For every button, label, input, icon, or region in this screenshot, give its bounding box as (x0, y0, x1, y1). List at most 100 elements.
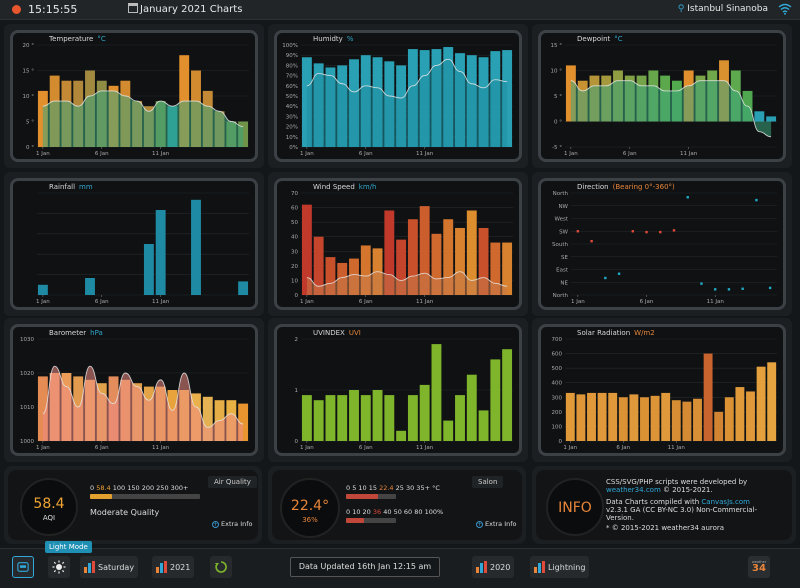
chart-title-text: Solar Radiation (577, 329, 631, 337)
salon-extra-text: Extra Info (485, 520, 517, 528)
page-title-text: January 2021 Charts (140, 4, 243, 15)
charts-grid: Temperature °C 20 ° 15 ° 10 ° 5 ° 0 ° 1 Jan 6 Ja… (0, 20, 800, 548)
chart-panel: Dewpoint °C 15 ° 10 ° 5 ° 0 ° -5 ° 1 Jan 6 Jan 11… (538, 30, 786, 162)
info-badge: INFO (546, 478, 604, 536)
y-tick-label: 0 (295, 439, 299, 445)
chart-bar (767, 362, 777, 441)
chart-bar (191, 199, 201, 295)
home-button[interactable] (12, 556, 34, 578)
saturday-button[interactable]: Saturday (80, 556, 139, 578)
lightning-button[interactable]: Lightning (530, 556, 590, 578)
y-tick-label: NE (560, 280, 568, 286)
y-tick-label: 10% (286, 135, 298, 141)
info-line6: * © 2015-2021 weather34 aurora (606, 524, 725, 532)
chart-card-2: Dewpoint °C 15 ° 10 ° 5 ° 0 ° -5 ° 1 Jan 6 Jan 11… (532, 24, 792, 168)
salon-gauge: 22.4° 36% (280, 478, 340, 538)
y-tick-label: SE (561, 255, 568, 261)
chart-title: Humidty% (313, 35, 353, 43)
x-tick-label: 6 Jan (95, 445, 109, 451)
direction-point (768, 286, 772, 290)
x-tick-label: 1 Jan (36, 445, 50, 451)
year-2021-label: 2021 (170, 562, 191, 572)
salon-humidity-value: 36 (302, 516, 312, 524)
direction-point (714, 288, 717, 291)
chart-card-5: Direction (Bearing 0°-360°) North NW West SW S… (532, 172, 792, 316)
y-tick-label: 40% (286, 104, 298, 110)
year-2020-button[interactable]: 2020 (472, 556, 515, 578)
direction-point (672, 229, 676, 232)
direction-point (590, 239, 593, 243)
weather34-link[interactable]: weather34.com (606, 486, 661, 494)
y-tick-label: 0 (559, 439, 563, 445)
top-bar: 15:15:55 January 2021 Charts ⚲ Istanbul … (0, 0, 800, 20)
chart-bar (490, 242, 501, 295)
chart-panel: Temperature °C 20 ° 15 ° 10 ° 5 ° 0 ° 1 Jan 6 Ja… (10, 30, 258, 162)
salon-hum-bar-fill (346, 518, 364, 523)
refresh-button[interactable] (210, 556, 232, 578)
chart-bar (490, 359, 501, 441)
chart-svg: 70 60 50 40 30 20 10 01 Jan 6 Jan 11 Jan (291, 191, 513, 305)
y-tick-label: East (556, 268, 569, 274)
chart-unit: W/m2 (634, 329, 655, 337)
y-tick-label: 15 ° (551, 43, 563, 49)
chart-bar (202, 396, 213, 441)
y-tick-label: 2 (295, 337, 299, 343)
y-tick-label: 1000 (20, 439, 34, 445)
chart-bar (431, 344, 442, 441)
direction-point (659, 230, 662, 234)
chart-bar (587, 392, 596, 441)
x-tick-label: 6 Jan (95, 299, 109, 305)
y-tick-label: 0% (289, 145, 298, 151)
location[interactable]: ⚲ Istanbul Sinanoba (678, 4, 768, 14)
lightning-label: Lightning (548, 562, 586, 572)
salon-temp-bar (346, 494, 396, 499)
chart-bar (502, 349, 513, 441)
chart-bar (407, 219, 418, 295)
light-mode-button[interactable] (48, 556, 70, 578)
y-tick-label: 20 ° (23, 43, 35, 49)
chart-title-text: Barometer (49, 329, 87, 337)
y-tick-label: 100% (282, 43, 298, 49)
year-2021-button[interactable]: 2021 (152, 556, 195, 578)
y-tick-label: 10 (291, 278, 298, 284)
chart-title: Wind Speed km/h (313, 183, 376, 191)
canvasjs-link[interactable]: CanvasJs.com (701, 498, 750, 506)
chart-bar (724, 397, 734, 441)
y-tick-label: 10 ° (23, 94, 35, 100)
wifi-icon (778, 3, 792, 15)
salon-extra-info[interactable]: + Extra Info (476, 520, 517, 528)
chart-unit: UVI (348, 329, 361, 337)
chart-bar (155, 210, 166, 295)
chart-bar (443, 219, 454, 295)
salon-temp-scale: 0 5 10 15 22.4 25 30 35+ °C (346, 484, 440, 492)
chart-bar (325, 257, 336, 295)
saturday-label: Saturday (98, 562, 135, 572)
chart-bar (349, 390, 359, 441)
chart-title: Rainfall mm (49, 183, 93, 191)
direction-point (617, 272, 621, 275)
location-pin-icon: ⚲ (677, 4, 685, 14)
salon-card: 22.4° 36% Salon 0 5 10 15 22.4 25 30 35+… (268, 466, 526, 544)
chart-bar (714, 411, 724, 441)
chart-card-3: Rainfall mm 1 Jan 6 Jan 11 Jan (4, 172, 264, 316)
direction-point (755, 198, 758, 202)
aqi-extra-info[interactable]: + Extra Info (212, 520, 253, 528)
chart-bar (313, 400, 324, 441)
chart-panel: Wind Speed km/h 70 60 50 40 30 20 10 0 1 Jan 6 Jan 1… (274, 178, 522, 310)
y-tick-label: 90% (286, 53, 298, 59)
y-tick-label: 600 (552, 352, 563, 358)
weather34-logo[interactable]: weather 34 (748, 556, 770, 578)
direction-point (686, 196, 689, 199)
chart-bar (455, 227, 465, 295)
chart-title: Dewpoint °C (577, 35, 623, 43)
chart-title: Temperature °C (49, 35, 106, 43)
chart-svg: 1 Jan 6 Jan 11 Jan (36, 192, 249, 305)
x-tick-label: 11 Jan (152, 151, 170, 157)
chart-bar (238, 403, 249, 441)
chart-bar (466, 210, 477, 295)
x-tick-label: 1 Jan (300, 299, 314, 305)
y-tick-label: NW (558, 204, 568, 210)
x-tick-label: 6 Jan (616, 445, 630, 451)
chart-svg: 2 1 01 Jan 6 Jan 11 Jan (295, 337, 513, 451)
